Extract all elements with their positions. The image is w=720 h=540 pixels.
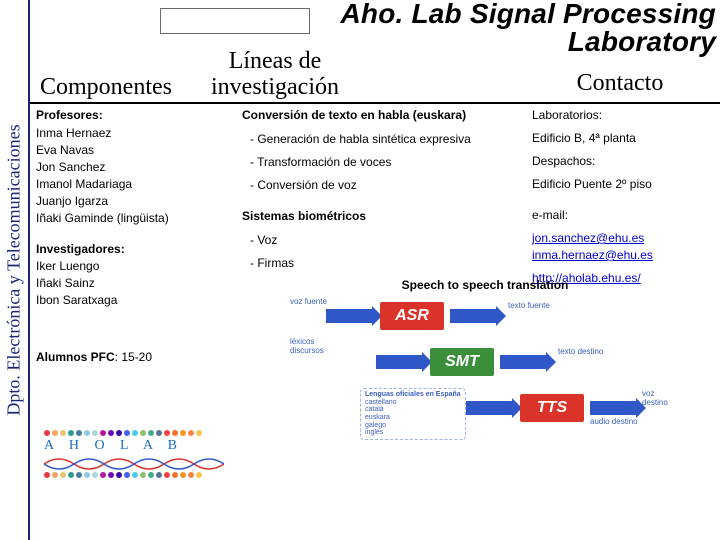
linea-1a: - Generación de habla sintética expresiv… xyxy=(250,132,522,146)
slide-page: Aho. Lab Signal Processing Laboratory Co… xyxy=(30,0,720,540)
discursos-hint: léxicosdiscursos xyxy=(290,338,350,356)
langs-title: Lenguas oficiales en España xyxy=(365,391,461,398)
header-contacto: Contacto xyxy=(530,70,710,97)
header-componentes: Componentes xyxy=(16,74,196,101)
stage-smt: SMT xyxy=(430,348,494,376)
lang-item: inglés xyxy=(365,429,383,436)
speech-translation-diagram: Speech to speech translation voz fuente … xyxy=(290,278,680,428)
arrow-icon xyxy=(466,401,512,415)
arrow-icon xyxy=(450,309,496,323)
linea-1b: - Transformación de voces xyxy=(250,155,522,169)
email-link-1[interactable]: jon.sanchez@ehu.es xyxy=(532,231,644,245)
logo-dots xyxy=(44,472,234,478)
stage-asr: ASR xyxy=(380,302,444,330)
logo-wave-icon xyxy=(44,456,234,472)
linea-1: Conversión de texto en habla (euskara) xyxy=(242,108,522,122)
column-componentes: Profesores: Inma Hernaez Eva Navas Jon S… xyxy=(36,108,231,367)
header-lineas: Líneas de investigación xyxy=(190,48,360,101)
email-link-2[interactable]: inma.hernaez@ehu.es xyxy=(532,248,653,262)
alumnos-value: : 15-20 xyxy=(115,350,152,364)
linea-2b: - Firmas xyxy=(250,256,522,270)
profesor-item: Jon Sanchez xyxy=(36,160,231,174)
linea-2a: - Voz xyxy=(250,233,522,247)
investigadores-label-text: Investigadores: xyxy=(36,242,125,256)
investigador-item: Ibon Saratxaga xyxy=(36,293,231,307)
profesor-item: Inma Hernaez xyxy=(36,126,231,140)
column-headers: Componentes Líneas de investigación Cont… xyxy=(30,40,720,104)
alumnos-line: Alumnos PFC: 15-20 xyxy=(36,350,231,364)
department-label: Dpto. Electrónica y Telecomunicaciones xyxy=(4,124,25,415)
arrow-icon xyxy=(376,355,422,369)
column-lineas: Conversión de texto en habla (euskara) -… xyxy=(242,108,522,273)
label-texto-destino: texto destino xyxy=(558,348,603,357)
logo-text: A H O L A B xyxy=(44,438,234,454)
email-label: e-mail: xyxy=(532,208,712,222)
linea-1c: - Conversión de voz xyxy=(250,178,522,192)
lang-item: galego xyxy=(365,422,386,429)
laboratorios-label: Laboratorios: xyxy=(532,108,712,122)
lab-title-line1: Aho. Lab Signal Processing xyxy=(341,0,717,29)
title-accent-box xyxy=(160,8,310,34)
lang-item: castellano xyxy=(365,399,397,406)
investigador-item: Iñaki Sainz xyxy=(36,276,231,290)
profesor-item: Eva Navas xyxy=(36,143,231,157)
alumnos-label: Alumnos PFC xyxy=(36,350,115,364)
arrow-icon xyxy=(326,309,372,323)
investigador-item: Iker Luengo xyxy=(36,259,231,273)
investigadores-label: Investigadores: xyxy=(36,242,231,256)
aholab-logo: A H O L A B xyxy=(44,430,234,484)
stage-tts: TTS xyxy=(520,394,584,422)
profesor-item: Iñaki Gaminde (lingüista) xyxy=(36,211,231,225)
lang-item: catalá xyxy=(365,406,384,413)
arrow-icon xyxy=(590,401,636,415)
despachos-label: Despachos: xyxy=(532,154,712,168)
laboratorios-value: Edificio B, 4ª planta xyxy=(532,131,712,145)
logo-dots xyxy=(44,430,234,436)
label-voz-fuente: voz fuente xyxy=(290,298,327,307)
profesor-item: Imanol Madariaga xyxy=(36,177,231,191)
label-texto-fuente: texto fuente xyxy=(508,302,550,311)
label-audio-destino: audio destino xyxy=(590,418,638,427)
despachos-value: Edificio Puente 2º piso xyxy=(532,177,712,191)
languages-box: Lenguas oficiales en España castellano c… xyxy=(360,388,466,440)
arrow-icon xyxy=(500,355,546,369)
label-voz-destino: voz destino xyxy=(642,390,680,408)
lang-item: euskara xyxy=(365,414,390,421)
column-contacto: Laboratorios: Edificio B, 4ª planta Desp… xyxy=(532,108,712,288)
diagram-caption: Speech to speech translation xyxy=(290,278,680,292)
pipeline: voz fuente ASR texto fuente léxicosdiscu… xyxy=(290,298,680,428)
linea-2: Sistemas biométricos xyxy=(242,209,522,223)
profesores-label: Profesores: xyxy=(36,108,231,122)
profesor-item: Juanjo Igarza xyxy=(36,194,231,208)
